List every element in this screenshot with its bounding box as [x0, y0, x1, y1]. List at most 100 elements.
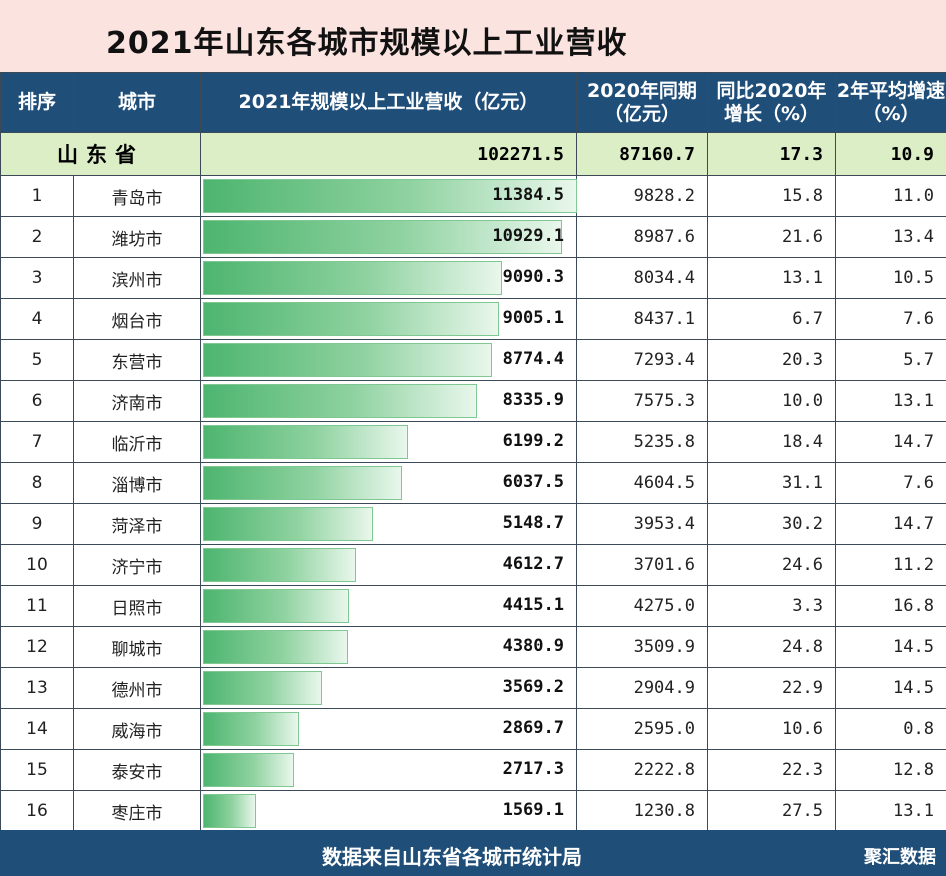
revenue-bar-label: 1569.1 — [502, 800, 564, 820]
rev2020-cell: 2222.8 — [576, 749, 708, 791]
avg-cell: 12.8 — [835, 749, 946, 791]
revenue-bar-label: 8774.4 — [502, 349, 564, 369]
city-cell: 日照市 — [73, 585, 201, 627]
rev2020-cell: 4275.0 — [576, 585, 708, 627]
growth-cell: 18.4 — [707, 421, 836, 463]
rev2021-cell: 3569.2 — [200, 667, 577, 709]
rev2021-cell: 9090.3 — [200, 257, 577, 299]
revenue-bar-label: 6037.5 — [502, 472, 564, 492]
rev2020-cell: 3509.9 — [576, 626, 708, 668]
rank-cell: 14 — [0, 708, 74, 750]
rev2021-cell: 4380.9 — [200, 626, 577, 668]
revenue-bar-label: 4612.7 — [502, 554, 564, 574]
growth-cell: 31.1 — [707, 462, 836, 504]
growth-cell: 15.8 — [707, 175, 836, 217]
city-cell: 临沂市 — [73, 421, 201, 463]
rev2021-cell: 2717.3 — [200, 749, 577, 791]
table-row: 6 济南市 8335.9 7575.3 10.0 13.1 — [0, 380, 946, 422]
rank-cell: 15 — [0, 749, 74, 791]
rev2020-cell: 7575.3 — [576, 380, 708, 422]
rank-cell: 4 — [0, 298, 74, 340]
table-row: 12 聊城市 4380.9 3509.9 24.8 14.5 — [0, 626, 946, 668]
page-title: 2021年山东各城市规模以上工业营收 — [106, 26, 628, 61]
revenue-bar-label: 5148.7 — [502, 513, 564, 533]
city-cell: 威海市 — [73, 708, 201, 750]
header-city: 城市 — [73, 72, 201, 133]
rank-cell: 11 — [0, 585, 74, 627]
growth-cell: 22.9 — [707, 667, 836, 709]
rank-cell: 12 — [0, 626, 74, 668]
avg-cell: 7.6 — [835, 462, 946, 504]
revenue-bar — [203, 302, 499, 336]
header-growth: 同比2020年增长（%） — [707, 72, 836, 133]
source-note: 数据来自山东省各城市统计局 — [322, 845, 582, 869]
revenue-bar — [203, 712, 299, 746]
rank-cell: 6 — [0, 380, 74, 422]
city-cell: 青岛市 — [73, 175, 201, 217]
avg-cell: 14.5 — [835, 667, 946, 709]
avg-cell: 7.6 — [835, 298, 946, 340]
growth-cell: 10.0 — [707, 380, 836, 422]
city-cell: 聊城市 — [73, 626, 201, 668]
rev2021-cell: 9005.1 — [200, 298, 577, 340]
rank-cell: 16 — [0, 790, 74, 832]
rev2020-cell: 3953.4 — [576, 503, 708, 545]
rev2021-cell: 8335.9 — [200, 380, 577, 422]
header-rev2021: 2021年规模以上工业营收（亿元） — [200, 72, 577, 133]
growth-cell: 3.3 — [707, 585, 836, 627]
revenue-bar — [203, 220, 562, 254]
province-growth: 17.3 — [707, 132, 836, 176]
table-row: 5 东营市 8774.4 7293.4 20.3 5.7 — [0, 339, 946, 381]
rank-cell: 7 — [0, 421, 74, 463]
rev2021-cell: 4612.7 — [200, 544, 577, 586]
brand-label: 聚汇数据 — [864, 847, 936, 868]
revenue-bar-label: 2869.7 — [502, 718, 564, 738]
avg-cell: 13.1 — [835, 790, 946, 832]
avg-cell: 13.1 — [835, 380, 946, 422]
revenue-table: 排序 城市 2021年规模以上工业营收（亿元） 2020年同期（亿元） 同比20… — [0, 72, 946, 832]
rank-cell: 5 — [0, 339, 74, 381]
table-row: 1 青岛市 11384.5 9828.2 15.8 11.0 — [0, 175, 946, 217]
rev2020-cell: 9828.2 — [576, 175, 708, 217]
rev2020-cell: 3701.6 — [576, 544, 708, 586]
rank-cell: 8 — [0, 462, 74, 504]
rank-cell: 2 — [0, 216, 74, 258]
avg-cell: 16.8 — [835, 585, 946, 627]
revenue-bar — [203, 630, 348, 664]
city-cell: 枣庄市 — [73, 790, 201, 832]
revenue-bar — [203, 179, 577, 213]
growth-cell: 24.8 — [707, 626, 836, 668]
growth-cell: 30.2 — [707, 503, 836, 545]
rev2020-cell: 8034.4 — [576, 257, 708, 299]
rank-cell: 9 — [0, 503, 74, 545]
revenue-bar-label: 10929.1 — [492, 226, 564, 246]
province-avg: 10.9 — [835, 132, 946, 176]
table-row: 7 临沂市 6199.2 5235.8 18.4 14.7 — [0, 421, 946, 463]
city-cell: 潍坊市 — [73, 216, 201, 258]
rev2021-cell: 11384.5 — [200, 175, 577, 217]
rev2021-cell: 2869.7 — [200, 708, 577, 750]
revenue-bar — [203, 466, 402, 500]
revenue-bar — [203, 507, 373, 541]
rev2021-cell: 6199.2 — [200, 421, 577, 463]
header-rev2020: 2020年同期（亿元） — [576, 72, 708, 133]
growth-cell: 20.3 — [707, 339, 836, 381]
rev2021-cell: 1569.1 — [200, 790, 577, 832]
rank-cell: 1 — [0, 175, 74, 217]
avg-cell: 5.7 — [835, 339, 946, 381]
revenue-bar-label: 8335.9 — [502, 390, 564, 410]
rev2021-cell: 10929.1 — [200, 216, 577, 258]
revenue-bar-label: 4415.1 — [502, 595, 564, 615]
revenue-bar-label: 2717.3 — [502, 759, 564, 779]
growth-cell: 22.3 — [707, 749, 836, 791]
rank-cell: 10 — [0, 544, 74, 586]
city-cell: 泰安市 — [73, 749, 201, 791]
header-row: 排序 城市 2021年规模以上工业营收（亿元） 2020年同期（亿元） 同比20… — [0, 72, 946, 133]
revenue-bar-label: 11384.5 — [492, 185, 564, 205]
rank-cell: 3 — [0, 257, 74, 299]
rev2020-cell: 8987.6 — [576, 216, 708, 258]
table-row: 11 日照市 4415.1 4275.0 3.3 16.8 — [0, 585, 946, 627]
table-row: 3 滨州市 9090.3 8034.4 13.1 10.5 — [0, 257, 946, 299]
table-row: 9 菏泽市 5148.7 3953.4 30.2 14.7 — [0, 503, 946, 545]
table-row: 15 泰安市 2717.3 2222.8 22.3 12.8 — [0, 749, 946, 791]
